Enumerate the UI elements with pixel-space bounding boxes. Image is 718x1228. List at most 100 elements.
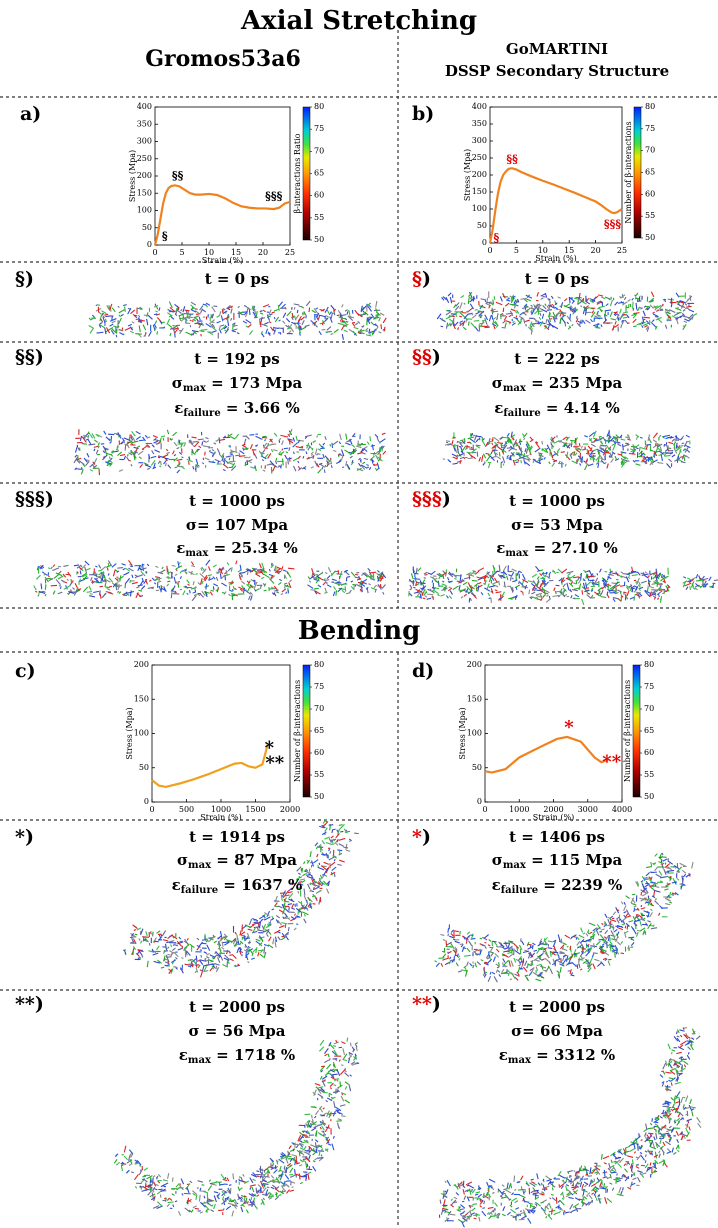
atom-bond xyxy=(158,585,162,592)
atom-bond xyxy=(288,887,293,892)
atom-bond xyxy=(303,918,307,924)
atom-bond xyxy=(224,954,230,960)
atom-bond xyxy=(594,295,599,300)
atom-bond xyxy=(281,890,286,897)
atom-bond xyxy=(160,435,166,438)
atom-bond xyxy=(442,580,445,583)
atom-bond xyxy=(607,916,611,920)
atom-bond xyxy=(152,952,159,956)
atom-bond xyxy=(488,453,492,457)
atom-bond xyxy=(120,1165,124,1172)
atom-bond xyxy=(324,306,329,313)
atom-bond xyxy=(600,440,604,445)
atom-bond xyxy=(540,976,544,979)
atom-bond xyxy=(496,441,504,445)
atom-bond xyxy=(188,456,191,460)
atom-bond xyxy=(590,311,596,318)
atom-bond xyxy=(317,866,325,871)
atom-bond xyxy=(502,570,508,576)
atom-bond xyxy=(554,302,558,306)
atom-bond xyxy=(569,454,573,459)
atom-bond xyxy=(276,571,280,575)
atom-bond xyxy=(371,458,374,464)
atom-bond xyxy=(620,451,627,454)
atom-bond xyxy=(353,1054,358,1061)
atom-bond xyxy=(209,954,215,958)
atom-bond xyxy=(612,443,616,451)
atom-bond xyxy=(569,954,574,960)
atom-bond xyxy=(315,845,319,850)
atom-bond xyxy=(658,450,664,455)
atom-bond xyxy=(535,565,540,572)
atom-bond xyxy=(606,942,608,949)
atom-bond xyxy=(270,917,275,921)
atom-bond xyxy=(375,308,378,313)
molecule xyxy=(73,428,387,476)
atom-bond xyxy=(374,467,378,471)
atom-bond xyxy=(252,579,255,582)
atom-bond xyxy=(604,449,610,453)
atom-bond xyxy=(142,1178,146,1181)
atom-bond xyxy=(571,300,575,304)
atom-bond xyxy=(261,570,266,574)
atom-bond xyxy=(582,932,586,935)
atom-bond xyxy=(616,437,619,445)
atom-bond xyxy=(612,598,616,603)
atom-bond xyxy=(580,943,585,949)
atom-bond xyxy=(268,578,275,584)
atom-bond xyxy=(223,933,227,937)
atom-bond xyxy=(187,313,193,319)
atom-bond xyxy=(383,326,386,332)
atom-bond xyxy=(62,580,65,583)
atom-bond xyxy=(137,957,140,961)
atom-bond xyxy=(278,1169,282,1172)
atom-bond xyxy=(333,855,337,858)
atom-bond xyxy=(117,448,120,452)
atom-bond xyxy=(562,587,567,592)
atom-bond xyxy=(273,316,276,320)
atom-bond xyxy=(657,597,660,600)
atom-bond xyxy=(170,572,173,579)
atom-bond xyxy=(675,435,678,441)
atom-bond xyxy=(553,939,557,943)
atom-bond xyxy=(234,1198,237,1203)
atom-bond xyxy=(642,318,646,321)
atom-bond xyxy=(265,328,269,334)
atom-bond xyxy=(234,931,237,935)
atom-bond xyxy=(272,465,276,472)
atom-bond xyxy=(472,569,475,575)
atom-bond xyxy=(636,929,641,932)
atom-bond xyxy=(510,431,513,438)
atom-bond xyxy=(200,333,202,337)
atom-bond xyxy=(338,583,342,587)
atom-bond xyxy=(445,440,451,443)
atom-bond xyxy=(381,584,386,589)
atom-bond xyxy=(315,1109,320,1116)
atom-bond xyxy=(200,954,203,958)
atom-bond xyxy=(110,435,113,442)
atom-bond xyxy=(317,881,323,887)
atom-bond xyxy=(647,923,652,930)
atom-bond xyxy=(503,959,509,966)
atom-bond xyxy=(194,585,197,590)
atom-bond xyxy=(230,581,234,585)
atom-bond xyxy=(130,464,133,467)
atom-bond xyxy=(50,566,53,569)
atom-bond xyxy=(181,456,184,459)
atom-bond xyxy=(638,306,642,309)
atom-bond xyxy=(111,307,116,313)
atom-bond xyxy=(314,1082,321,1086)
atom-bond xyxy=(344,1086,348,1090)
atom-bond xyxy=(311,309,316,314)
atom-bond xyxy=(576,964,579,969)
atom-bond xyxy=(436,313,442,320)
atom-bond xyxy=(543,589,546,596)
atom-bond xyxy=(590,589,594,593)
atom-bond xyxy=(363,457,369,460)
atom-bond xyxy=(471,313,474,316)
atom-bond xyxy=(487,975,492,983)
atom-bond xyxy=(516,946,519,951)
atom-bond xyxy=(380,324,383,330)
atom-bond xyxy=(274,902,278,907)
atom-bond xyxy=(166,429,170,435)
